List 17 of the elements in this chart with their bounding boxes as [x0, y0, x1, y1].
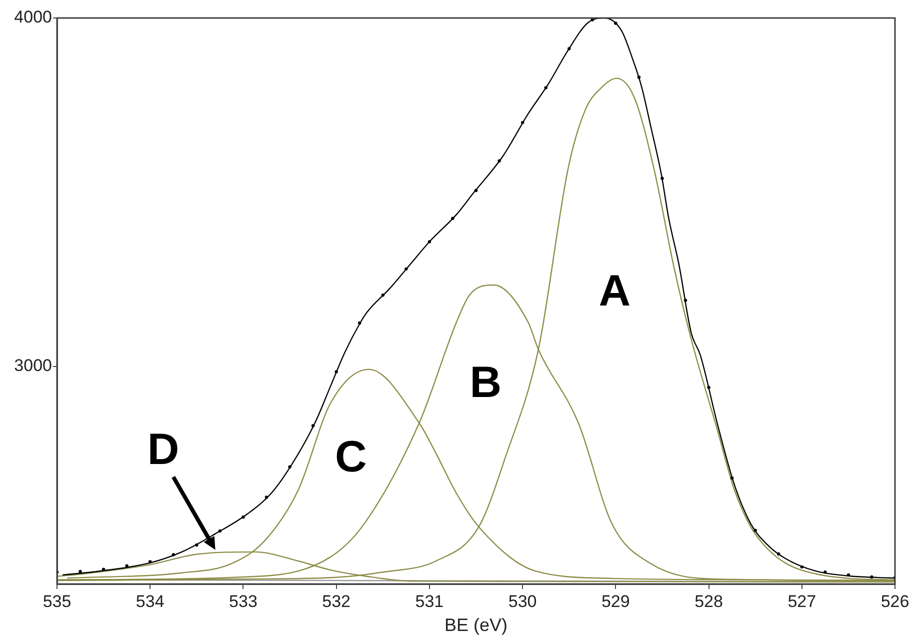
- x-tick-label: 527: [788, 592, 816, 611]
- x-tick-label: 533: [229, 592, 258, 611]
- series-label: D: [147, 425, 180, 474]
- x-tick-label: 526: [880, 592, 910, 611]
- x-tick-label: 529: [601, 592, 630, 611]
- x-axis-title: BE (eV): [444, 615, 508, 636]
- series-label: B: [470, 358, 502, 408]
- y-tick-label: 4000: [14, 8, 52, 27]
- x-tick-label: 532: [322, 592, 351, 611]
- x-tick-label: 528: [694, 592, 723, 611]
- series-label: C: [335, 432, 367, 482]
- x-tick-label: 535: [42, 592, 72, 611]
- series-label: A: [598, 266, 630, 316]
- x-tick-label: 534: [136, 592, 164, 611]
- x-tick-label: 531: [415, 592, 444, 611]
- x-tick-label: 530: [508, 592, 537, 611]
- y-tick-label: 3000: [14, 356, 52, 376]
